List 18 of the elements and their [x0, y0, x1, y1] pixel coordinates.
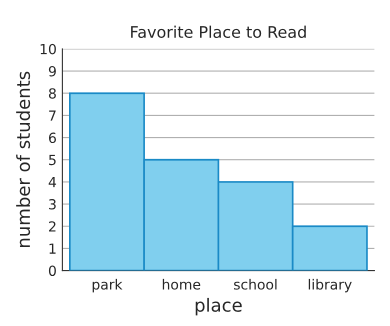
y-tick-label: 3 — [49, 199, 56, 210]
y-tick-label: 5 — [49, 154, 56, 166]
y-tick-label: 0 — [48, 266, 56, 276]
x-tick-label: library — [308, 278, 352, 292]
x-tick-label: home — [162, 278, 200, 290]
y-tick-label: 9 — [48, 66, 56, 77]
y-tick-label: 2 — [49, 221, 56, 232]
y-tick-label: 4 — [48, 177, 56, 188]
chart-title: Favorite Place to Read — [131, 26, 306, 38]
x-tick-label: school — [234, 278, 277, 290]
y-tick-label: 1 — [50, 244, 56, 254]
x-tick-label: park — [92, 278, 122, 292]
x-axis-title: place — [196, 298, 242, 316]
y-axis-title: number of students — [16, 72, 30, 247]
y-tick-label: 10 — [40, 44, 56, 54]
y-tick-label: 8 — [48, 88, 56, 99]
y-tick-label: 6 — [48, 132, 56, 144]
y-tick-label: 7 — [49, 110, 56, 121]
